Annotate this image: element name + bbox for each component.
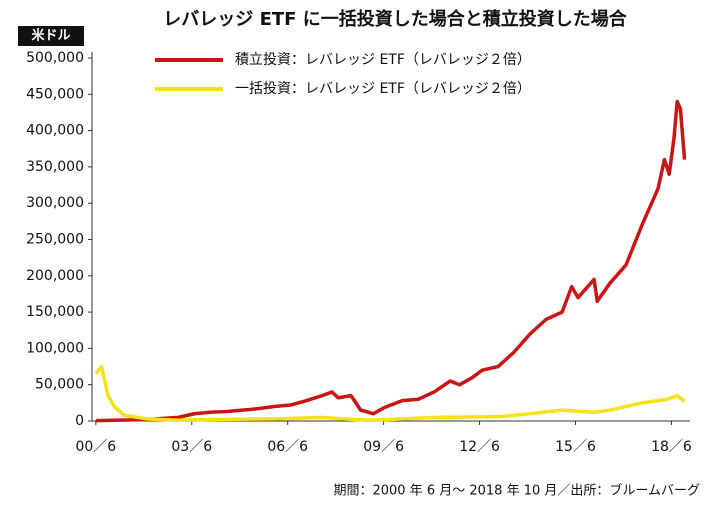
y-tick-label: 400,000 xyxy=(26,123,84,139)
y-tick-label: 300,000 xyxy=(26,195,84,211)
series-line xyxy=(94,364,686,423)
y-tick-label: 250,000 xyxy=(26,232,84,248)
x-tick-label: 06／6 xyxy=(267,439,308,455)
x-tick-label: 09／6 xyxy=(363,439,404,455)
y-tick-label: 450,000 xyxy=(26,86,84,102)
x-tick-label: 03／6 xyxy=(171,439,212,455)
x-tick-label: 12／6 xyxy=(459,439,500,455)
y-tick-label: 350,000 xyxy=(26,159,84,175)
y-tick-label: 500,000 xyxy=(26,50,84,66)
note: 期間：2000 年 6 月〜 2018 年 10 月／出所：ブルームバーグ xyxy=(333,483,700,499)
legend-label: 積立投資：レバレッジ ETF（レバレッジ２倍） xyxy=(235,52,531,68)
x-tick-label: 15／6 xyxy=(555,439,596,455)
y-label-box xyxy=(18,26,84,46)
chart-title: レバレッジ ETF に一括投資した場合と積立投資した場合 xyxy=(163,8,627,30)
y-tick-label: 100,000 xyxy=(26,340,84,356)
x-tick-label: 18／6 xyxy=(651,439,692,455)
series-line xyxy=(95,99,687,423)
legend-label: 一括投資：レバレッジ ETF（レバレッジ２倍） xyxy=(235,81,531,97)
y-axis-label: 米ドル xyxy=(31,28,70,44)
y-tick-label: 200,000 xyxy=(26,268,84,284)
y-tick-label: 0 xyxy=(75,413,84,429)
y-tick-label: 50,000 xyxy=(35,377,84,393)
x-tick-label: 00／6 xyxy=(75,439,116,455)
y-tick-label: 150,000 xyxy=(26,304,84,320)
